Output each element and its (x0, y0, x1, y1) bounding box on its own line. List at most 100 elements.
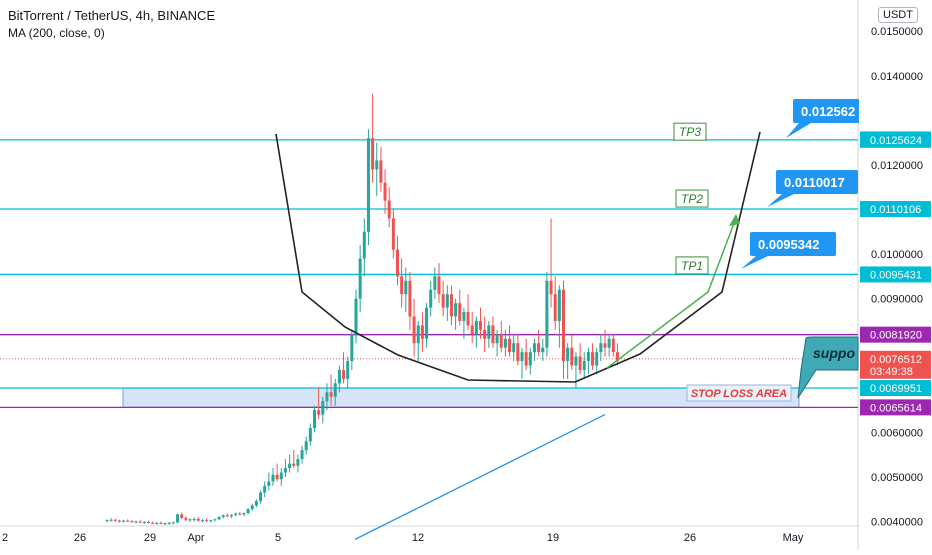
candle-body (246, 509, 250, 514)
candle-body (317, 410, 321, 415)
x-tick-label: Apr (187, 532, 204, 544)
chart-title: BitTorrent / TetherUS, 4h, BINANCE (8, 8, 216, 23)
candle-body (225, 515, 229, 517)
candle-body (313, 410, 316, 428)
candle-body (333, 383, 337, 397)
candle-body (350, 334, 354, 362)
price-tag (860, 326, 931, 343)
target-callout (793, 99, 861, 123)
candle-body (283, 468, 287, 473)
candle-body (292, 463, 296, 466)
candle-body (217, 517, 221, 520)
candle-body (263, 485, 267, 493)
candle-body (404, 280, 408, 295)
candle-body (429, 289, 433, 308)
price-tag-text: 0.0069951 (870, 383, 922, 395)
candle-body (520, 352, 524, 362)
candle-body (503, 338, 507, 348)
candle-body (188, 519, 192, 521)
candle-body (362, 231, 366, 259)
candle-body (420, 325, 424, 339)
candle-body (192, 518, 196, 520)
candle-body (300, 450, 304, 460)
y-tick-label: 0.0120000 (871, 160, 923, 172)
candle-body (113, 519, 117, 521)
candle-body (383, 182, 387, 201)
candle-body (242, 513, 246, 515)
candle-body (213, 519, 217, 521)
candle-body (591, 352, 595, 366)
candle-body (171, 522, 175, 524)
indicator-legend[interactable]: MA (200, close, 0) (8, 26, 105, 40)
candle-body (126, 520, 130, 522)
candle-body (512, 343, 516, 353)
target-callout-text: 0.0110017 (784, 175, 845, 190)
price-tag (860, 201, 931, 218)
candle-body (184, 517, 188, 520)
price-tag-text: 0.0081920 (870, 330, 922, 342)
candle-body (454, 303, 458, 317)
candle-body (142, 521, 146, 523)
candle-body (379, 160, 383, 183)
candle-body (371, 138, 375, 170)
tp-label: TP2 (681, 192, 703, 206)
tp-label: TP1 (681, 259, 703, 273)
support-callout (797, 336, 859, 399)
candle-body (342, 369, 346, 379)
candle-body (462, 312, 466, 321)
tp-label-box (673, 122, 707, 141)
candle-body (259, 492, 263, 502)
candle-body (130, 521, 134, 523)
candle-body (337, 369, 341, 384)
currency-badge[interactable]: USDT (878, 7, 918, 23)
candle-body (412, 316, 416, 344)
candle-body (230, 514, 233, 517)
target-callout-pointer (786, 123, 811, 138)
candle-body (553, 294, 557, 321)
candle-body (200, 520, 204, 522)
candle-body (466, 312, 470, 326)
candle-body (254, 501, 258, 506)
stop-loss-label-box (686, 384, 792, 402)
candle-body (267, 481, 271, 486)
candle-body (532, 343, 536, 353)
price-tag (860, 131, 931, 148)
x-tick-label: 12 (412, 532, 424, 544)
stop-loss-label: STOP LOSS AREA (691, 388, 787, 400)
x-tick-label: 26 (74, 532, 86, 544)
candle-body (109, 519, 113, 521)
y-tick-label: 0.0090000 (871, 294, 923, 306)
candle-body (329, 392, 333, 397)
candle-body (209, 520, 213, 522)
candle-body (167, 522, 171, 524)
candle-body (221, 515, 225, 518)
candle-body (176, 514, 180, 523)
candle-body (396, 249, 399, 277)
candle-body (296, 459, 300, 466)
target-callout (776, 170, 858, 194)
price-tag (860, 362, 931, 379)
target-callout (750, 232, 836, 256)
candle-body (578, 356, 582, 370)
candle-body (499, 334, 503, 348)
cup-pattern-curve (275, 131, 761, 383)
price-tag-text: 03:49:38 (870, 366, 913, 378)
candle-body (445, 294, 449, 308)
candle-body (151, 522, 155, 524)
candle-body (391, 218, 395, 250)
candle-body (599, 343, 603, 353)
candle-body (458, 303, 462, 321)
price-tag-text: 0.0065614 (870, 402, 922, 414)
y-tick-label: 0.0060000 (871, 427, 923, 439)
chart-header: BitTorrent / TetherUS, 4h, BINANCE MA (2… (8, 8, 215, 40)
candle-body (545, 280, 549, 348)
price-tag-text: 0.0110106 (870, 204, 921, 216)
candle-body (487, 325, 491, 339)
projection-arrowhead (729, 214, 740, 226)
candle-body (387, 200, 391, 219)
candle-body (586, 352, 590, 362)
candle-body (105, 520, 109, 522)
candle-body (562, 289, 565, 362)
